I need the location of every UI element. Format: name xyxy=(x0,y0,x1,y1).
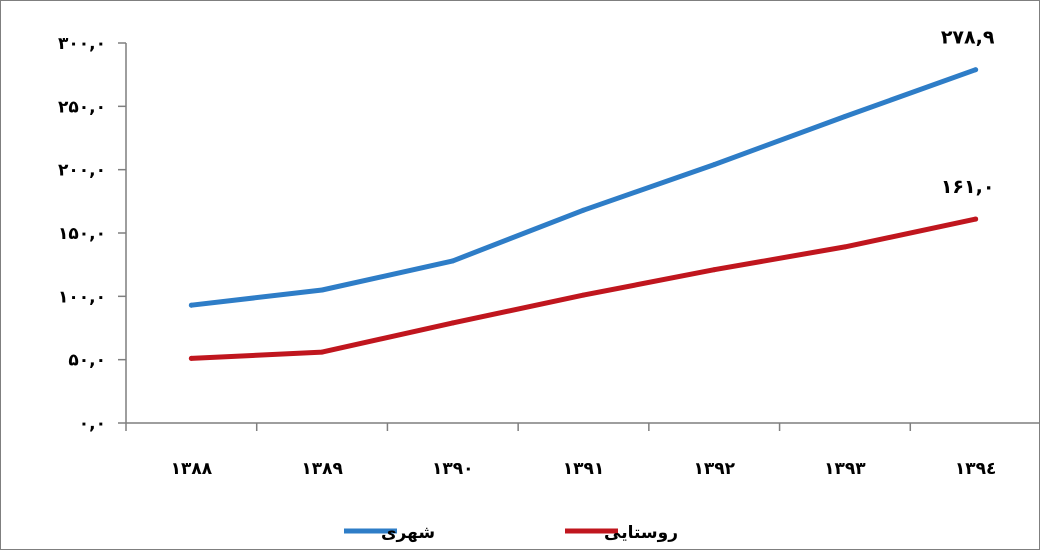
data-point xyxy=(581,207,586,213)
x-tick-label: ۱۳۹۱ xyxy=(563,459,605,479)
x-tick-label: ۱۳۹۳ xyxy=(824,459,866,479)
y-tick-label: ۵۰,۰ xyxy=(68,351,106,371)
legend: شهری روستایی xyxy=(344,523,678,543)
legend-label: روستایی xyxy=(604,523,678,543)
x-ticks: ۱۳۸۸ ۱۳۸۹ ۱۳۹۰ ۱۳۹۱ ۱۳۹۲ ۱۳۹۳ ۱۳۹٤ xyxy=(125,423,997,479)
x-tick-label: ۱۳۸۹ xyxy=(301,459,343,479)
y-tick-label: ۲۰۰,۰ xyxy=(58,161,106,181)
y-tick-label: ۱۰۰,۰ xyxy=(58,287,106,307)
x-tick-label: ۱۳۹۲ xyxy=(693,459,735,479)
legend-label: شهری xyxy=(381,523,435,543)
data-point xyxy=(450,320,456,326)
data-point xyxy=(711,267,717,273)
y-tick-label: ۳۰۰,۰ xyxy=(58,34,106,54)
series-line-1 xyxy=(188,216,979,361)
data-point xyxy=(581,292,586,298)
series-line-0 xyxy=(188,67,979,308)
data-point xyxy=(711,162,717,168)
data-point xyxy=(842,244,848,250)
data-point xyxy=(450,258,456,264)
end-data-label: ۲۷۸,۹ xyxy=(941,27,995,49)
series-lines xyxy=(188,67,979,361)
y-tick-label: ۱۵۰,۰ xyxy=(58,224,106,244)
data-point xyxy=(842,113,848,119)
y-tick-label: ۲۵۰,۰ xyxy=(58,97,106,117)
data-point xyxy=(319,349,325,355)
data-point xyxy=(188,302,194,308)
y-ticks: ۰,۰ ۵۰,۰ ۱۰۰,۰ ۱۵۰,۰ ۲۰۰,۰ ۲۵۰,۰ ۳۰۰,۰ xyxy=(58,34,126,434)
data-point xyxy=(973,67,979,73)
x-tick-label: ۱۳۹٤ xyxy=(955,459,997,479)
x-tick-label: ۱۳۹۰ xyxy=(432,459,474,479)
data-point xyxy=(319,287,325,293)
y-tick-label: ۰,۰ xyxy=(79,414,106,434)
data-point xyxy=(188,355,194,361)
data-labels: ۲۷۸,۹ ۱۶۱,۰ xyxy=(941,27,995,198)
end-data-label: ۱۶۱,۰ xyxy=(941,176,995,198)
data-point xyxy=(973,216,979,222)
x-tick-label: ۱۳۸۸ xyxy=(171,459,213,479)
